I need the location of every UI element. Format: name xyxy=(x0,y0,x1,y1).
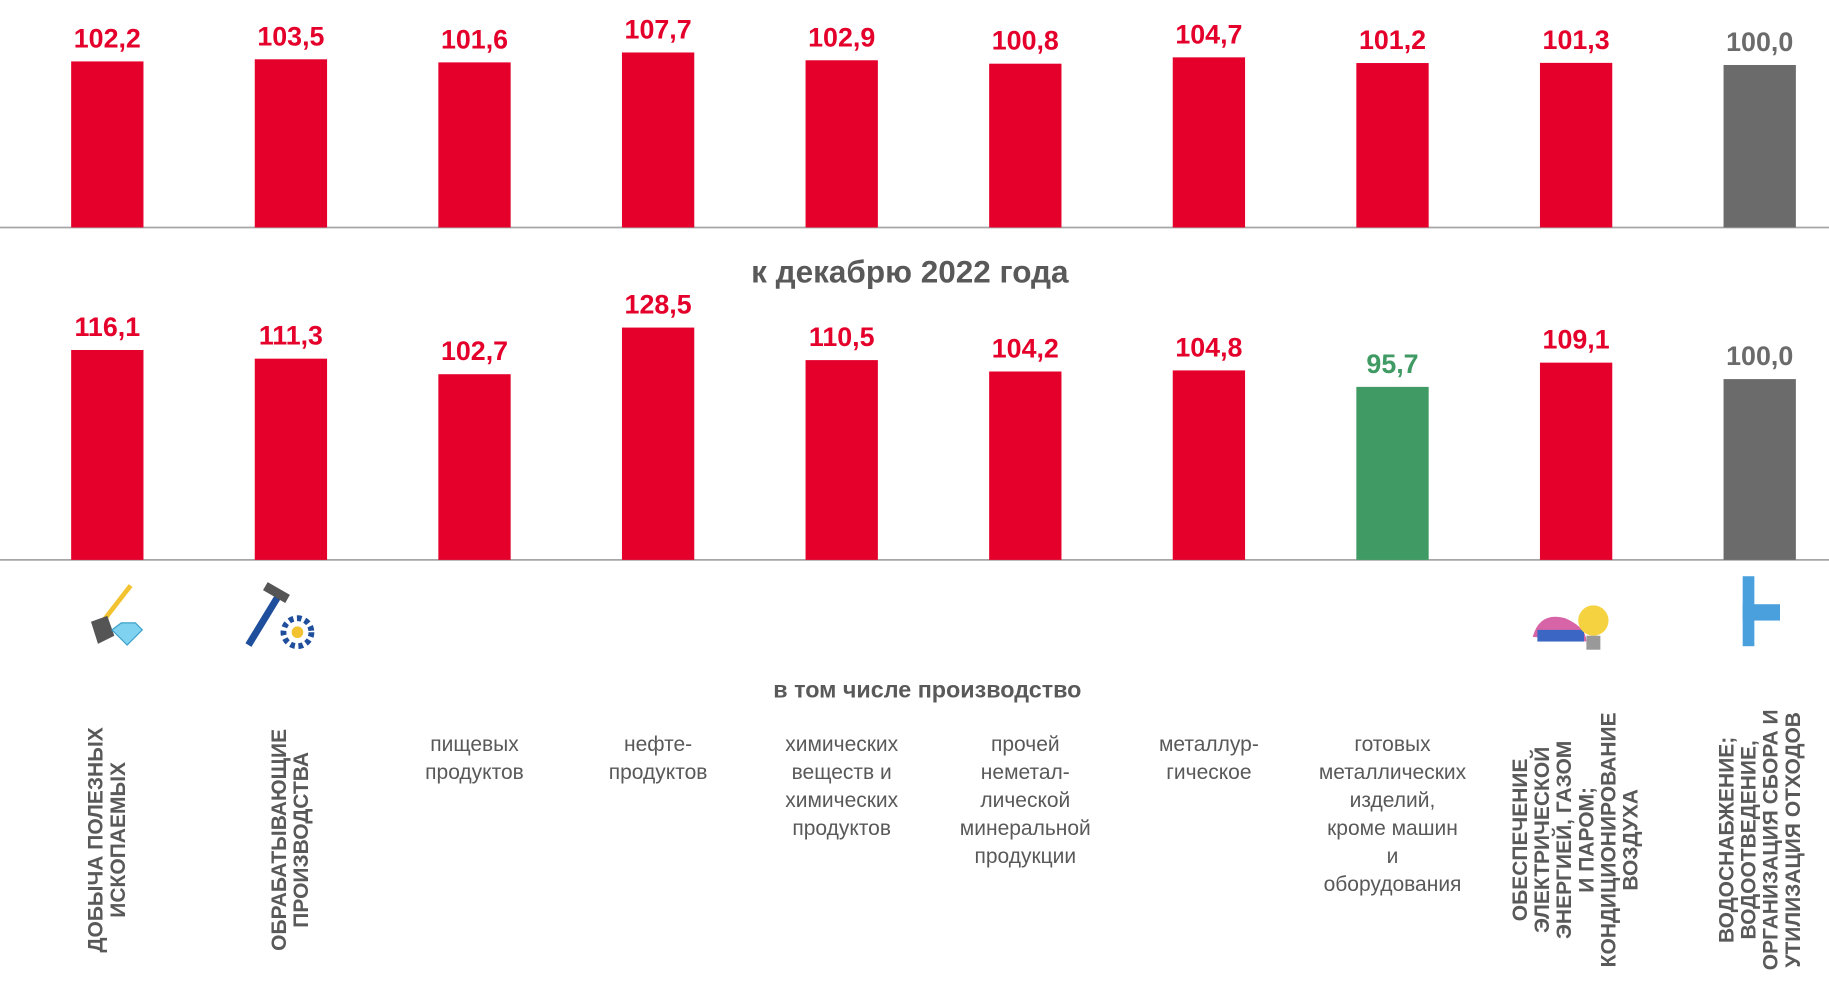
bar xyxy=(71,61,144,228)
value-label: 110,5 xyxy=(809,322,875,352)
category-label: готовых металлических изделий, кроме маш… xyxy=(1318,732,1467,896)
bar xyxy=(621,327,695,560)
value-label: 107,7 xyxy=(625,14,692,44)
category-label: ОБЕСПЕЧЕНИЕ ЭЛЕКТРИЧЕСКОЙ ЭНЕРГИЕЙ, ГАЗО… xyxy=(1508,712,1643,968)
category-label: металлур- гическое xyxy=(1158,732,1259,784)
bar xyxy=(1723,64,1796,228)
bar xyxy=(989,371,1062,560)
value-label: 109,1 xyxy=(1543,325,1610,355)
value-label: 104,8 xyxy=(1175,332,1242,362)
value-label: 100,0 xyxy=(1726,341,1793,371)
bar xyxy=(1172,370,1246,560)
category-label: ДОБЫЧА ПОЛЕЗНЫХ ИСКОПАЕМЫХ xyxy=(83,727,130,953)
value-label: 101,3 xyxy=(1543,25,1610,55)
bar xyxy=(1356,63,1429,228)
value-label: 128,5 xyxy=(625,290,692,320)
bar xyxy=(621,52,695,228)
bar xyxy=(254,59,328,228)
category-label: ВОДОСНАБЖЕНИЕ; ВОДООТВЕДЕНИЕ, ОРГАНИЗАЦИ… xyxy=(1714,709,1805,971)
value-label: 101,2 xyxy=(1359,25,1426,55)
icon-water xyxy=(1742,576,1781,647)
value-label: 100,8 xyxy=(992,26,1059,56)
bar xyxy=(805,360,878,560)
category-label: пищевых продуктов xyxy=(425,732,524,784)
category-label: нефте- продуктов xyxy=(608,732,708,784)
value-label: 104,2 xyxy=(992,334,1059,364)
bar xyxy=(438,62,511,228)
value-label: 103,5 xyxy=(257,21,324,51)
bar xyxy=(438,374,511,560)
panel-title: к декабрю 2022 года xyxy=(751,254,1069,290)
bar xyxy=(71,349,144,560)
value-label: 100,0 xyxy=(1726,27,1793,57)
value-label: 104,7 xyxy=(1175,19,1242,49)
bar xyxy=(1539,62,1613,228)
value-label: 111,3 xyxy=(259,321,323,351)
bar xyxy=(1172,57,1246,228)
value-label: 116,1 xyxy=(75,312,141,342)
bar xyxy=(989,63,1062,228)
bar xyxy=(254,358,328,560)
value-label: 101,6 xyxy=(441,24,508,54)
bar xyxy=(805,60,878,228)
group-label: в том числе производство xyxy=(773,677,1082,704)
category-label: прочей неметал- лической минеральной про… xyxy=(959,732,1091,868)
value-label: 102,7 xyxy=(441,336,508,366)
value-label: 102,2 xyxy=(74,23,141,53)
bar xyxy=(1539,362,1613,560)
category-label: ОБРАБАТЫВАЮЩИЕ ПРОИЗВОДСТВА xyxy=(267,728,314,951)
value-label: 95,7 xyxy=(1366,349,1418,379)
category-label: химических веществ и химических продукто… xyxy=(785,732,899,840)
value-label: 102,9 xyxy=(808,22,875,52)
bar xyxy=(1356,386,1429,560)
icon-energy xyxy=(1532,605,1609,650)
icon-manufacturing xyxy=(245,582,315,650)
bar xyxy=(1723,379,1796,560)
icon-mining xyxy=(90,584,144,646)
